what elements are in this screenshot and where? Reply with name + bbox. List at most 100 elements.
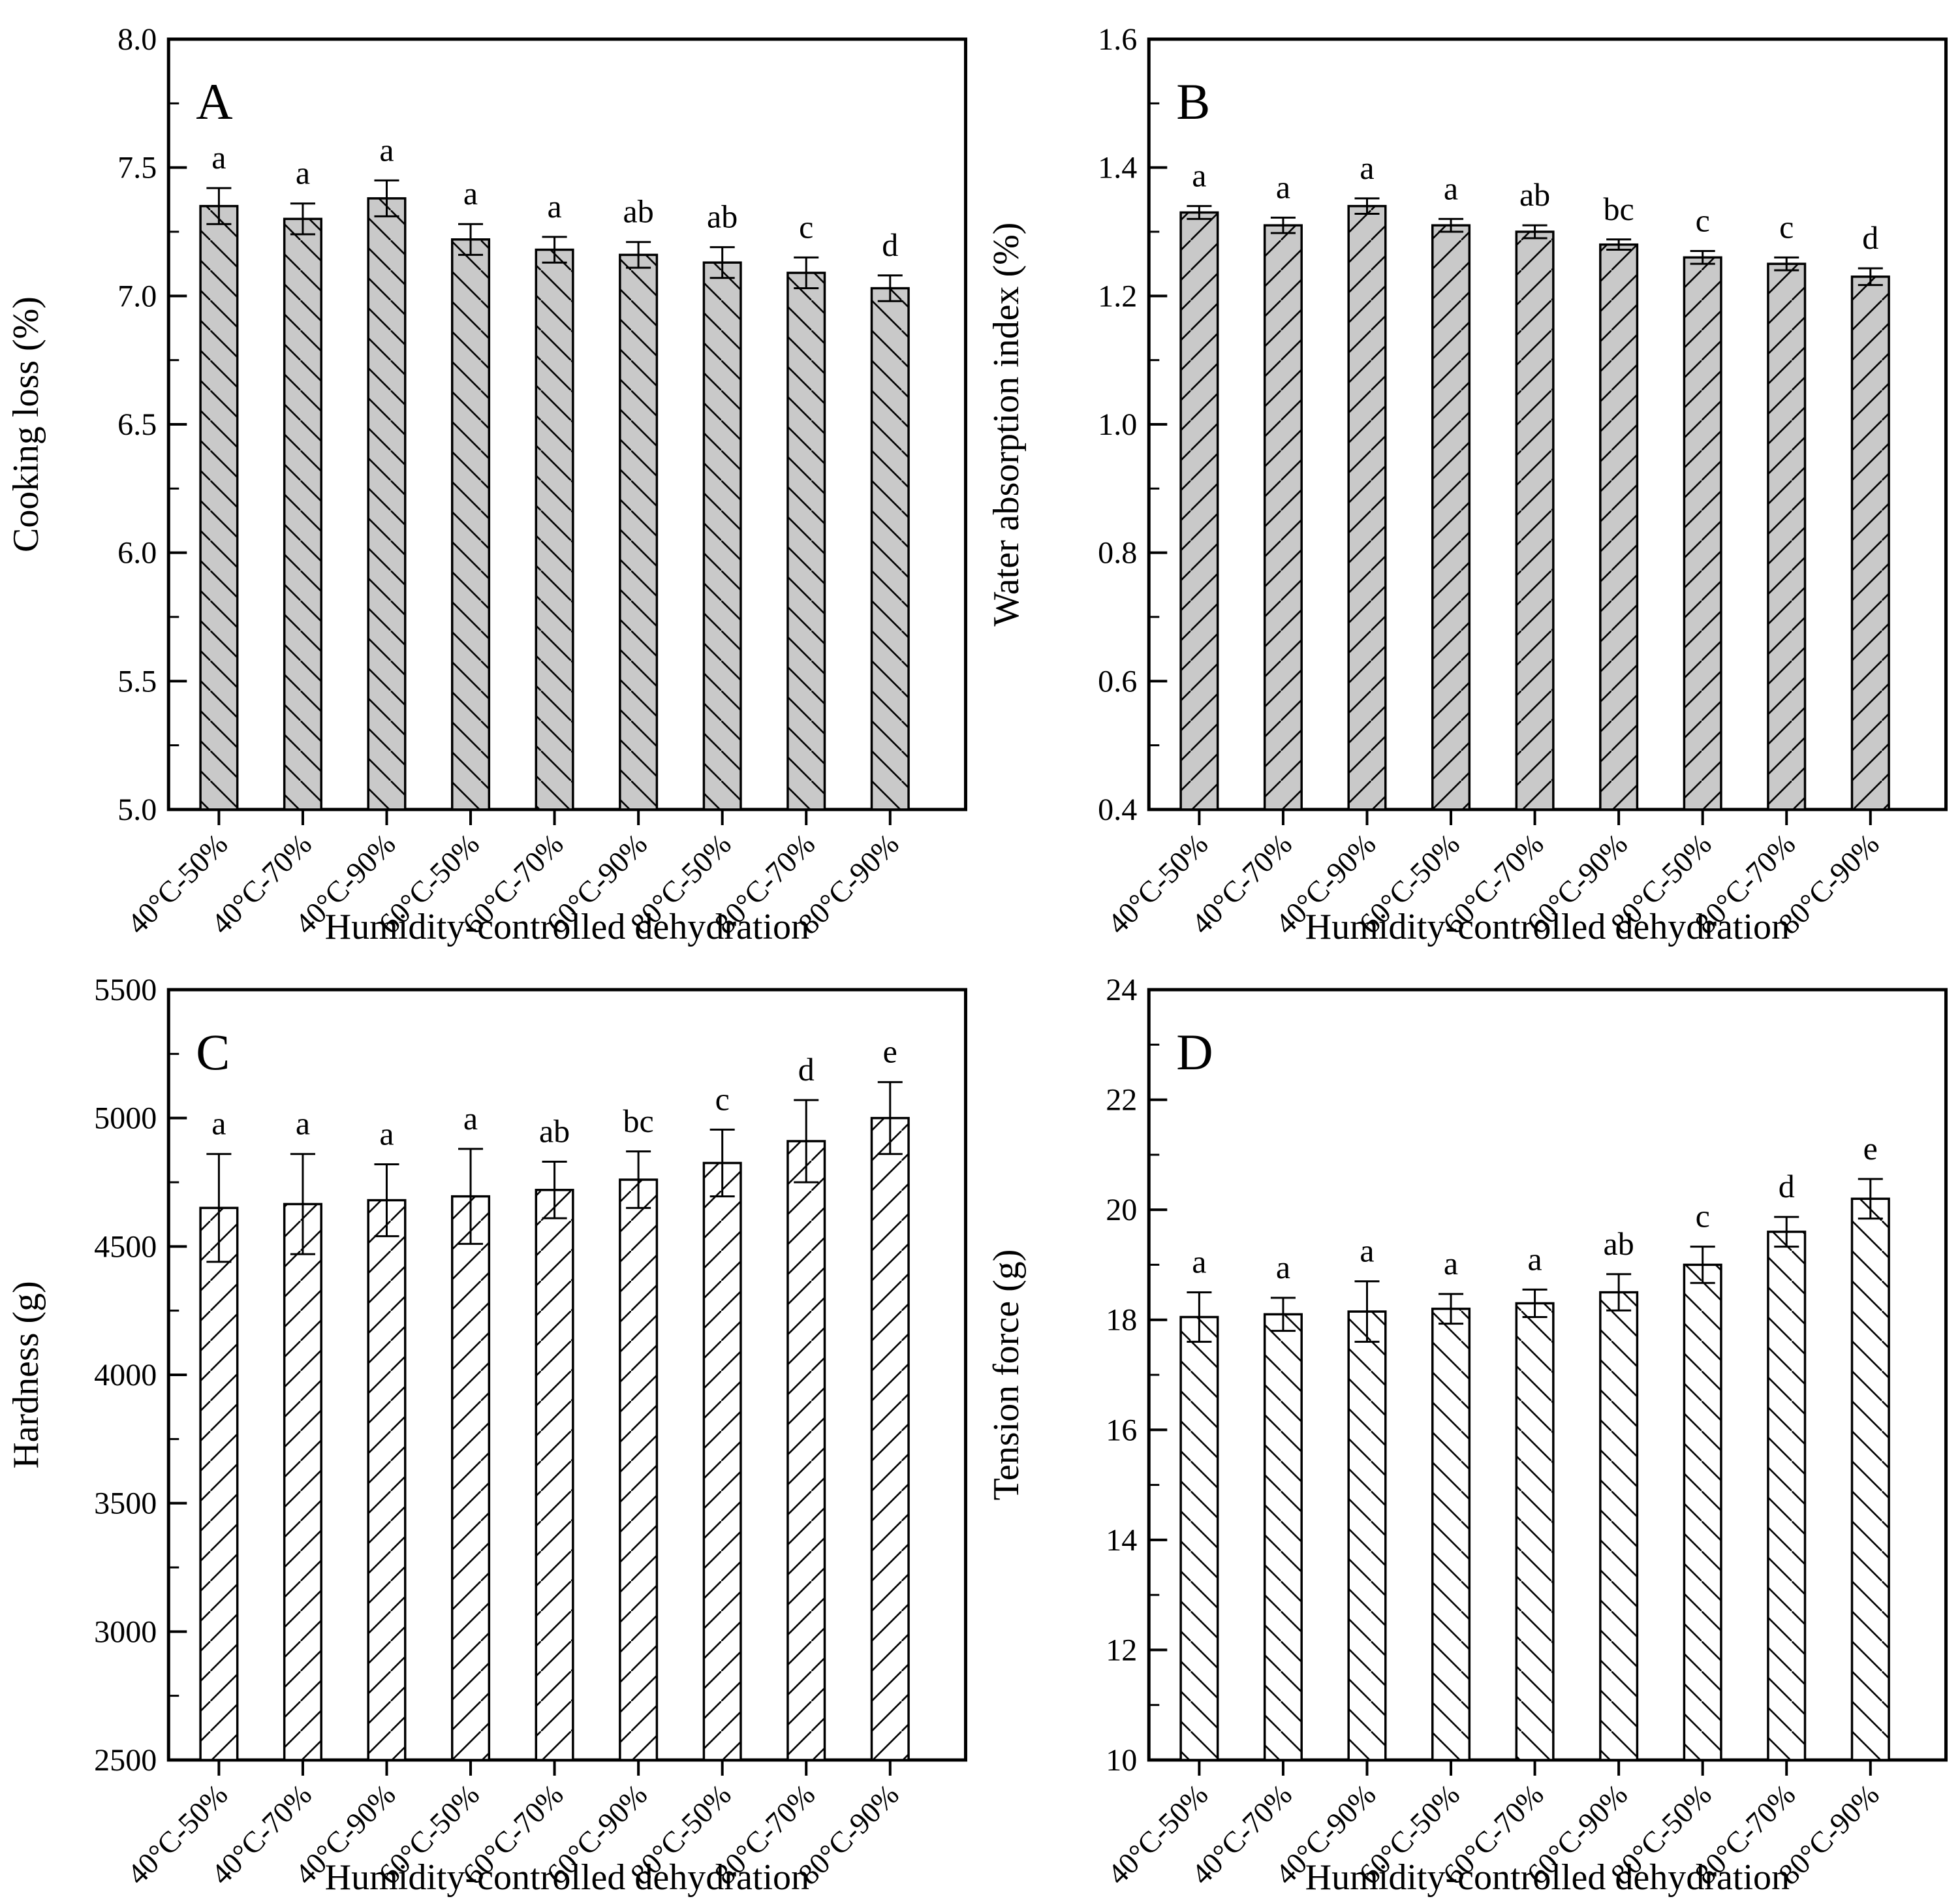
panel-a-cooking-loss-chart: 5.05.56.06.57.07.58.0a40°C-50%a40°C-70%a… bbox=[6, 22, 967, 947]
significance-letter: a bbox=[296, 155, 310, 191]
bar bbox=[1179, 1315, 1219, 1761]
y-tick-label: 1.4 bbox=[1098, 151, 1137, 185]
significance-letter: e bbox=[1863, 1130, 1877, 1167]
significance-letter: a bbox=[211, 139, 226, 176]
y-tick-label: 7.0 bbox=[117, 279, 157, 313]
bar bbox=[619, 253, 659, 811]
significance-letter: a bbox=[1360, 1233, 1374, 1269]
y-tick-label: 18 bbox=[1106, 1303, 1137, 1338]
y-axis-title: Hardness (g) bbox=[6, 1281, 46, 1469]
bar bbox=[1346, 1310, 1387, 1761]
significance-letter: a bbox=[1192, 1244, 1206, 1280]
bar bbox=[1766, 262, 1806, 811]
panel-c-hardness-chart: 2500300035004000450050005500a40°C-50%a40… bbox=[6, 973, 967, 1898]
y-tick-label: 16 bbox=[1106, 1413, 1137, 1447]
bar bbox=[535, 248, 574, 811]
significance-letter: d bbox=[798, 1051, 815, 1088]
y-tick-label: 24 bbox=[1106, 973, 1137, 1007]
bar bbox=[619, 1178, 659, 1761]
bar bbox=[451, 238, 491, 811]
panel-b-water-absorption-chart: 0.40.60.81.01.21.41.6a40°C-50%a40°C-70%a… bbox=[986, 22, 1948, 947]
bar bbox=[367, 197, 407, 811]
significance-letter: a bbox=[211, 1105, 226, 1142]
significance-letter: ab bbox=[707, 198, 738, 235]
bar bbox=[367, 1199, 407, 1761]
significance-letter: c bbox=[799, 208, 813, 245]
bar bbox=[1431, 1308, 1470, 1761]
panel-letter: A bbox=[196, 73, 232, 130]
x-axis-title: Humidity-controlled dehydration bbox=[325, 1857, 809, 1898]
bar bbox=[1515, 230, 1555, 811]
significance-letter: d bbox=[1778, 1168, 1794, 1204]
y-tick-label: 20 bbox=[1106, 1193, 1137, 1227]
significance-letter: c bbox=[1695, 1198, 1709, 1234]
y-axis-title: Cooking loss (%) bbox=[6, 296, 46, 552]
y-tick-label: 5.5 bbox=[117, 664, 157, 699]
bar bbox=[702, 261, 742, 811]
y-tick-label: 3500 bbox=[94, 1486, 157, 1521]
y-tick-label: 2500 bbox=[94, 1743, 157, 1778]
bar bbox=[1850, 1197, 1890, 1761]
x-axis-title: Humidity-controlled dehydration bbox=[1305, 1857, 1789, 1898]
y-tick-label: 7.5 bbox=[117, 151, 157, 185]
bar bbox=[1598, 243, 1638, 811]
significance-letter: ab bbox=[1603, 1225, 1634, 1262]
y-axis-title: Water absorption index (%) bbox=[986, 223, 1027, 627]
y-tick-label: 5000 bbox=[94, 1101, 157, 1136]
significance-letter: c bbox=[1695, 202, 1709, 239]
y-axis-title: Tension force (g) bbox=[986, 1249, 1027, 1501]
significance-letter: d bbox=[882, 227, 898, 263]
significance-letter: a bbox=[463, 1100, 478, 1137]
bar bbox=[1683, 1263, 1722, 1761]
y-tick-label: 6.5 bbox=[117, 407, 157, 442]
significance-letter: a bbox=[379, 1115, 394, 1152]
bar bbox=[1515, 1302, 1555, 1761]
significance-letter: a bbox=[463, 175, 478, 212]
y-tick-label: 0.6 bbox=[1098, 664, 1137, 699]
bar bbox=[1766, 1231, 1806, 1761]
significance-letter: a bbox=[1443, 1245, 1457, 1281]
significance-letter: a bbox=[296, 1105, 310, 1142]
bar bbox=[1598, 1291, 1638, 1761]
bar bbox=[283, 217, 322, 811]
significance-letter: a bbox=[1275, 1249, 1290, 1285]
y-tick-label: 10 bbox=[1106, 1743, 1137, 1778]
panel-d-tension-force-chart: 1012141618202224a40°C-50%a40°C-70%a40°C-… bbox=[986, 973, 1948, 1898]
x-axis-title: Humidity-controlled dehydration bbox=[1305, 907, 1789, 947]
significance-letter: a bbox=[547, 188, 561, 225]
bar bbox=[283, 1202, 322, 1761]
bar bbox=[199, 1206, 239, 1761]
significance-letter: a bbox=[379, 131, 394, 168]
y-tick-label: 6.0 bbox=[117, 536, 157, 571]
significance-letter: bc bbox=[623, 1103, 654, 1139]
significance-letter: ab bbox=[1519, 176, 1549, 213]
significance-letter: a bbox=[1360, 149, 1374, 186]
bar bbox=[786, 272, 826, 811]
y-tick-label: 5.0 bbox=[117, 793, 157, 827]
bar bbox=[1263, 224, 1303, 811]
bar bbox=[786, 1140, 826, 1761]
bar bbox=[451, 1195, 491, 1761]
y-tick-label: 14 bbox=[1106, 1523, 1137, 1558]
bar bbox=[870, 287, 910, 811]
y-tick-label: 0.4 bbox=[1098, 793, 1137, 827]
significance-letter: ab bbox=[539, 1113, 570, 1150]
bar bbox=[1431, 224, 1470, 811]
y-tick-label: 22 bbox=[1106, 1083, 1137, 1118]
panel-letter: D bbox=[1176, 1024, 1213, 1080]
significance-letter: a bbox=[1443, 170, 1457, 206]
significance-letter: a bbox=[1275, 168, 1290, 205]
significance-letter: bc bbox=[1603, 191, 1634, 227]
bar bbox=[1850, 275, 1890, 811]
y-tick-label: 1.0 bbox=[1098, 407, 1137, 442]
panel-letter: C bbox=[196, 1024, 230, 1080]
y-tick-label: 5500 bbox=[94, 973, 157, 1007]
bar bbox=[1683, 256, 1722, 811]
y-tick-label: 0.8 bbox=[1098, 536, 1137, 571]
significance-letter: c bbox=[715, 1080, 730, 1117]
y-tick-label: 8.0 bbox=[117, 22, 157, 57]
bar bbox=[702, 1161, 742, 1761]
significance-letter: a bbox=[1527, 1240, 1542, 1277]
bar bbox=[1346, 204, 1387, 811]
